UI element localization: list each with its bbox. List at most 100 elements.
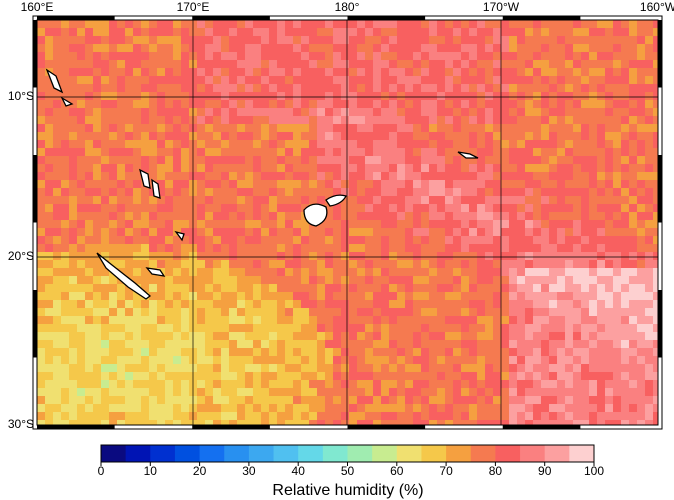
raster-cell — [317, 300, 325, 308]
raster-cell — [461, 84, 469, 92]
raster-cell — [645, 28, 653, 36]
raster-cell — [325, 324, 333, 332]
raster-cell — [245, 60, 253, 68]
raster-cell — [645, 76, 653, 84]
raster-cell — [453, 52, 461, 60]
raster-cell — [181, 340, 189, 348]
raster-cell — [621, 60, 629, 68]
raster-cell — [45, 420, 53, 425]
raster-cell — [37, 292, 45, 300]
raster-cell — [269, 52, 277, 60]
raster-cell — [573, 100, 581, 108]
raster-cell — [653, 108, 658, 116]
raster-cell — [357, 92, 365, 100]
raster-cell — [101, 132, 109, 140]
raster-cell — [269, 132, 277, 140]
raster-cell — [325, 204, 333, 212]
raster-cell — [157, 252, 165, 260]
raster-cell — [333, 316, 341, 324]
raster-cell — [349, 396, 357, 404]
raster-cell — [597, 60, 605, 68]
raster-cell — [37, 52, 45, 60]
raster-cell — [45, 228, 53, 236]
raster-cell — [405, 236, 413, 244]
raster-cell — [469, 44, 477, 52]
raster-cell — [357, 348, 365, 356]
raster-cell — [197, 148, 205, 156]
raster-cell — [589, 220, 597, 228]
raster-cell — [229, 372, 237, 380]
raster-cell — [373, 380, 381, 388]
raster-cell — [597, 140, 605, 148]
raster-cell — [197, 356, 205, 364]
raster-cell — [45, 148, 53, 156]
raster-cell — [197, 212, 205, 220]
raster-cell — [285, 228, 293, 236]
raster-cell — [69, 92, 77, 100]
raster-cell — [613, 356, 621, 364]
raster-cell — [53, 276, 61, 284]
raster-cell — [397, 292, 405, 300]
raster-cell — [349, 108, 357, 116]
raster-cell — [525, 180, 533, 188]
lat-label: 30°S — [8, 417, 34, 431]
raster-cell — [213, 60, 221, 68]
raster-cell — [181, 268, 189, 276]
raster-cell — [373, 180, 381, 188]
raster-cell — [533, 252, 541, 260]
raster-cell — [157, 260, 165, 268]
raster-cell — [389, 100, 397, 108]
raster-cell — [429, 76, 437, 84]
raster-cell — [309, 44, 317, 52]
raster-cell — [261, 364, 269, 372]
raster-cell — [309, 228, 317, 236]
raster-cell — [133, 412, 141, 420]
raster-cell — [421, 156, 429, 164]
raster-cell — [389, 132, 397, 140]
raster-cell — [205, 252, 213, 260]
raster-cell — [253, 300, 261, 308]
raster-cell — [125, 348, 133, 356]
raster-cell — [389, 308, 397, 316]
raster-cell — [309, 68, 317, 76]
raster-cell — [621, 260, 629, 268]
raster-cell — [133, 324, 141, 332]
raster-cell — [229, 316, 237, 324]
raster-cell — [141, 404, 149, 412]
raster-cell — [653, 332, 658, 340]
raster-cell — [453, 260, 461, 268]
raster-cell — [157, 180, 165, 188]
raster-cell — [605, 20, 613, 28]
raster-cell — [229, 420, 237, 425]
raster-cell — [541, 108, 549, 116]
raster-cell — [421, 380, 429, 388]
raster-cell — [437, 116, 445, 124]
raster-cell — [629, 284, 637, 292]
raster-cell — [445, 116, 453, 124]
raster-cell — [613, 20, 621, 28]
raster-cell — [525, 284, 533, 292]
raster-cell — [333, 164, 341, 172]
raster-cell — [333, 28, 341, 36]
raster-cell — [341, 212, 349, 220]
raster-cell — [421, 348, 429, 356]
raster-cell — [37, 372, 45, 380]
raster-cell — [93, 316, 101, 324]
raster-cell — [85, 380, 93, 388]
raster-cell — [229, 244, 237, 252]
raster-cell — [573, 52, 581, 60]
raster-cell — [69, 308, 77, 316]
raster-cell — [37, 252, 45, 260]
raster-cell — [645, 148, 653, 156]
raster-cell — [469, 156, 477, 164]
raster-cell — [453, 324, 461, 332]
raster-cell — [133, 204, 141, 212]
raster-cell — [357, 108, 365, 116]
raster-cell — [405, 348, 413, 356]
colorbar-tick-label: 20 — [193, 464, 207, 478]
raster-cell — [109, 132, 117, 140]
raster-cell — [157, 396, 165, 404]
raster-cell — [573, 284, 581, 292]
raster-cell — [565, 68, 573, 76]
raster-cell — [237, 108, 245, 116]
